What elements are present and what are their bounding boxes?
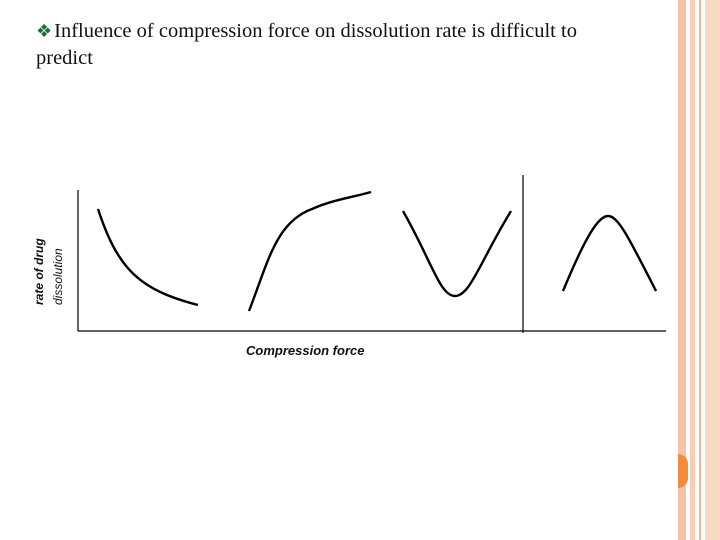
border-stripe <box>699 0 701 540</box>
y-label-line-2: dissolution <box>51 248 65 305</box>
title-line-1: Influence of compression force on dissol… <box>54 20 577 42</box>
border-stripe <box>690 0 695 540</box>
curve-increasing <box>247 190 372 312</box>
curve-inverted-u-shaped <box>561 214 658 292</box>
x-label: Compression force <box>246 343 364 358</box>
slide-title: ❖Influence of compression force on disso… <box>36 18 676 72</box>
curve-u-shaped <box>401 210 513 298</box>
slide-accent-tab <box>678 454 688 488</box>
y-label-line-1: rate of drug <box>32 238 46 305</box>
title-line-2: predict <box>36 47 93 69</box>
curve-decreasing <box>96 208 199 307</box>
border-stripe <box>705 0 720 540</box>
decorative-right-border <box>678 0 720 540</box>
border-stripe <box>678 0 686 540</box>
diamond-bullet-icon: ❖ <box>36 21 53 41</box>
